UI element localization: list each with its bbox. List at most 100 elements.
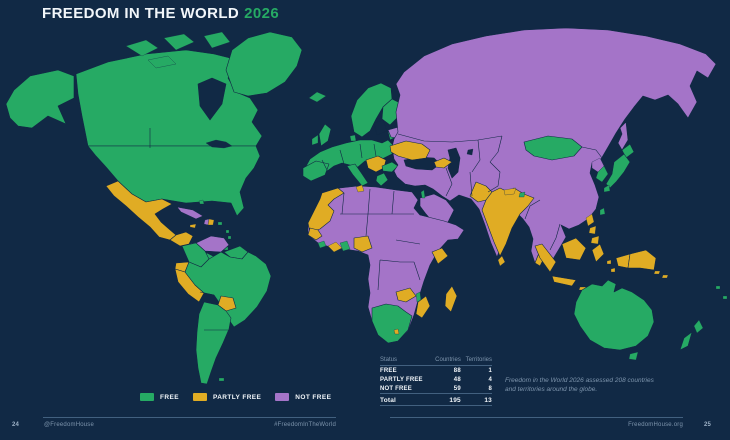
free-status-label: FREE — [380, 367, 397, 374]
partly-free-countries-count: 48 — [453, 376, 461, 383]
map-region-bahamas — [198, 199, 205, 205]
map-region-brazil — [184, 251, 272, 328]
map-legend: FREE PARTLY FREE NOT FREE — [140, 393, 331, 401]
map-region-philippines-mindanao — [590, 235, 600, 245]
legend-label-not-free: NOT FREE — [295, 393, 332, 401]
map-region-united-kingdom — [318, 123, 332, 147]
map-region-liberia — [317, 240, 327, 249]
map-region-fiji — [715, 285, 721, 290]
total-label: Total — [380, 393, 431, 406]
map-region-greenland — [225, 31, 303, 97]
map-region-jamaica — [189, 223, 197, 229]
map-region-moluccas-2 — [610, 267, 616, 273]
map-region-lesser-antilles-1 — [225, 229, 230, 234]
not-free-countries-count: 59 — [430, 384, 461, 394]
map-region-ireland — [311, 134, 319, 146]
partly-free-swatch — [192, 393, 207, 401]
map-region-madagascar — [444, 285, 458, 313]
map-region-australia — [573, 279, 655, 351]
aral-sea — [466, 148, 474, 156]
map-region-borneo — [561, 237, 587, 261]
map-region-united-states — [87, 145, 261, 217]
map-region-west-papua — [615, 253, 631, 269]
page-number-left: 24 — [12, 422, 20, 428]
table-row-total: Total 195 13 — [380, 393, 492, 406]
map-region-japan-kyushu — [603, 184, 611, 193]
map-region-mongolia — [523, 135, 583, 161]
map-region-arabian-peninsula — [419, 193, 455, 227]
map-region-arctic-island-4 — [147, 55, 177, 69]
col-header-countries: Countries — [430, 356, 461, 366]
map-region-puerto-rico — [217, 221, 223, 226]
map-region-nepal — [503, 187, 517, 196]
free-territories-count: 1 — [488, 367, 492, 374]
table-header-row: Status Countries Territories — [380, 356, 492, 366]
map-region-nigeria — [353, 235, 373, 253]
partly-free-status-label: PARTLY FREE — [380, 376, 423, 383]
country-border-lines-asia — [397, 133, 603, 251]
map-region-pacific-island — [722, 295, 728, 300]
map-region-sri-lanka — [497, 255, 506, 267]
footer-rule-left — [43, 417, 336, 418]
legend-item-not-free: NOT FREE — [275, 393, 331, 401]
map-region-dominican-republic — [207, 218, 215, 226]
status-summary-table: Status Countries Territories FREE 88 1 P… — [380, 356, 492, 406]
map-region-denmark — [349, 134, 357, 142]
map-region-new-zealand-south — [679, 331, 693, 351]
map-region-mozambique — [415, 295, 431, 319]
map-region-south-korea — [595, 165, 609, 183]
map-region-israel — [420, 189, 426, 199]
map-region-ghana — [339, 240, 351, 252]
map-region-south-africa-namibia-botswana — [371, 303, 413, 344]
map-region-tunisia — [355, 184, 365, 193]
map-region-solomons-2 — [661, 274, 669, 279]
map-region-philippines-luzon — [585, 213, 595, 227]
assessment-note-line2: and territories around the globe. — [505, 386, 598, 393]
map-region-lesser-antilles-2 — [227, 235, 232, 240]
legend-label-free: FREE — [160, 393, 179, 401]
table-row-not-free: NOT FREE 59 8 — [380, 384, 492, 394]
map-region-argentina-chile — [195, 301, 232, 385]
map-region-cuba — [176, 206, 204, 220]
map-region-sulawesi — [591, 243, 605, 263]
map-region-paraguay — [217, 295, 237, 312]
map-region-iceland — [308, 91, 327, 103]
col-header-territories: Territories — [460, 356, 492, 366]
map-region-tasmania — [628, 351, 639, 361]
map-region-kenya — [431, 247, 449, 265]
assessment-note-line1: Freedom in the World 2026 assessed 208 c… — [505, 377, 654, 384]
footer-rule-right — [390, 417, 683, 418]
map-region-arctic-island-2 — [163, 33, 195, 51]
website-url: FreedomHouse.org — [628, 422, 683, 428]
page-number-right: 25 — [704, 422, 712, 428]
map-region-new-zealand-north — [693, 319, 704, 334]
map-region-canada — [75, 49, 263, 147]
map-region-guatemala-yucatan — [169, 231, 194, 247]
legend-label-partly-free: PARTLY FREE — [212, 393, 262, 401]
page-title: FREEDOM IN THE WORLD 2026 — [42, 5, 279, 22]
col-header-status: Status — [380, 356, 431, 366]
page-title-year: 2026 — [244, 5, 280, 22]
table-row-partly-free: PARTLY FREE 48 4 — [380, 375, 492, 384]
map-region-philippines-visayas — [588, 225, 597, 235]
caspian-sea — [447, 147, 461, 179]
map-region-alaska — [5, 69, 75, 129]
map-region-bhutan — [518, 191, 526, 198]
map-region-japan-honshu — [605, 153, 631, 189]
hashtag: #FreedomInTheWorld — [274, 422, 336, 428]
map-region-senegal — [307, 227, 323, 241]
map-region-zambia — [395, 287, 417, 303]
assessment-note: Freedom in the World 2026 assessed 208 c… — [505, 376, 695, 394]
map-region-iberia — [302, 160, 330, 182]
total-territories-count: 13 — [460, 393, 492, 406]
map-region-greece — [375, 172, 389, 187]
free-swatch — [140, 393, 154, 401]
map-region-falklands — [218, 377, 225, 382]
map-region-arctic-island-1 — [125, 39, 159, 57]
legend-item-partly-free: PARTLY FREE — [192, 393, 262, 401]
total-countries-count: 195 — [430, 393, 461, 406]
map-region-papua-new-guinea — [627, 249, 657, 271]
map-region-solomons-1 — [653, 270, 661, 275]
